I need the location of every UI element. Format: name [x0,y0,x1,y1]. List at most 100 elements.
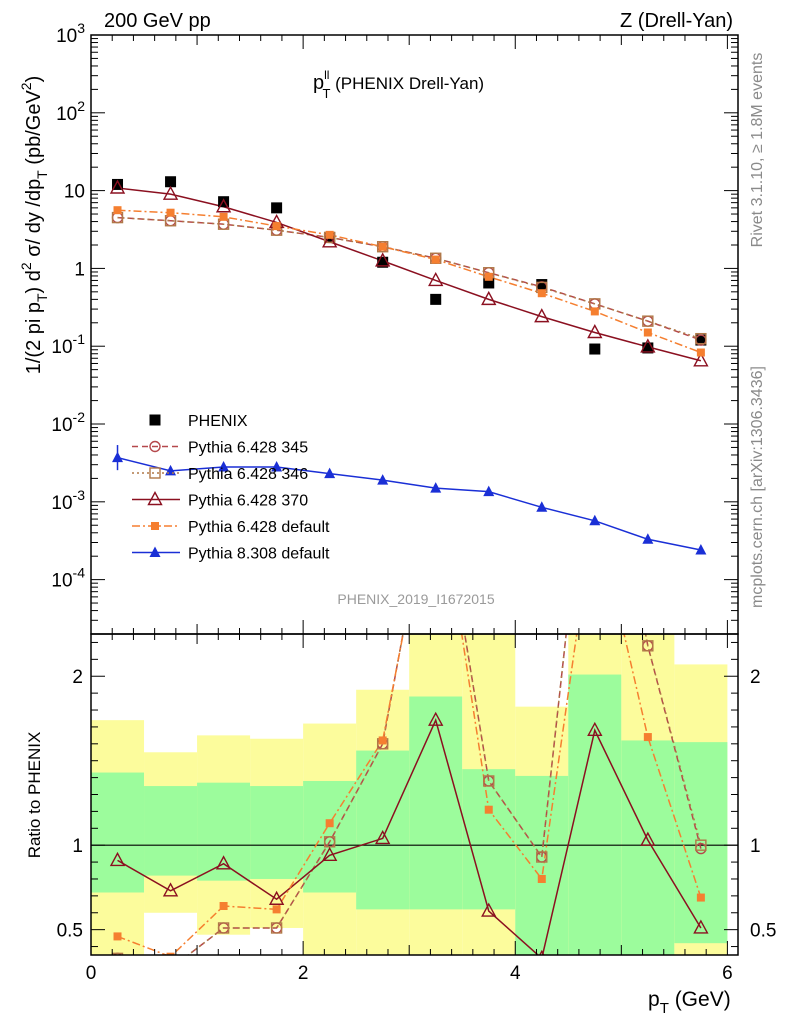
legend-item-p8: Pythia 8.308 default [132,546,330,563]
top-ytick-label: 10-2 [51,409,85,436]
ratio-series-lines [117,634,702,955]
ratio-xlabel: pT (GeV) [648,988,731,1017]
legend-marker-phenix [149,414,161,426]
band-green-7 [462,769,516,910]
top-ytick-label: 10-4 [51,565,85,592]
point-phenix-0 [112,178,124,190]
ratio-point-p346-2 [217,922,230,934]
ratio-ytick-label-left: 1 [72,836,83,857]
ratio-ytick-label-left: 2 [72,667,83,688]
legend-item-phenix: PHENIX [149,413,248,430]
point-phenix-6 [430,293,442,305]
point-p370-0 [109,179,126,194]
point-phenix-5 [377,256,389,268]
ratio-line-pdef [117,634,702,955]
point-pdef-11 [696,348,705,357]
ratio-point-p346-3 [270,922,283,934]
point-p8-3 [271,461,283,472]
ratio-ytick-label-right: 2 [750,667,761,688]
point-phenix-3 [271,202,283,214]
side-rivet: Rivet 3.1.10, ≥ 1.8M events [749,53,766,248]
point-p370-5 [375,252,391,267]
ratio-point-p345-6 [431,452,441,462]
ratio-point-p370-11 [693,919,709,934]
point-p8-5 [377,474,389,485]
ratio-point-p370-6 [428,711,444,726]
ratio-point-p346-10 [642,640,654,652]
point-p8-8 [536,501,548,512]
ratio-point-p346-0 [111,952,124,955]
band-green-8 [515,775,569,955]
ratio-xtick-label: 2 [298,963,309,984]
legend-label-p345: Pythia 6.428 345 [188,440,308,457]
point-pdef-10 [643,328,652,337]
point-pdef-5 [378,242,387,251]
band-green-9 [568,674,622,955]
legend-marker-p346 [149,467,161,479]
plot-title: pll T (PHENIX Drell-Yan) [313,68,484,101]
ratio-point-p346-4 [323,836,336,848]
band-green-0 [91,772,145,893]
top-ytick-label: 10-3 [51,487,85,514]
point-p8-7 [483,485,495,497]
ratio-point-pdef-11 [696,893,705,902]
line-p345 [117,216,702,341]
ratio-point-p370-7 [481,902,497,917]
legend-label-p370: Pythia 6.428 370 [188,493,308,510]
ratio-point-pdef-8 [537,874,546,883]
ratio-point-p345-1 [166,964,176,974]
point-pdef-8 [537,289,546,298]
line-p8 [117,456,702,551]
ratio-point-p346-8 [536,851,548,863]
point-p370-11 [693,352,709,367]
ratio-point-p370-1 [162,882,179,897]
point-p8-4 [324,467,336,479]
top-ylabel: 1/(2 pi pT) d2 σ/ dy /dpT (pb/GeV2) [18,76,50,375]
point-phenix-1 [165,176,177,188]
ratio-point-pdef-6 [432,461,440,469]
band-green-1 [144,786,198,876]
point-pdef-7 [484,272,493,281]
point-pdef-1 [166,208,175,217]
legend-marker-p8 [149,546,161,557]
point-p370-2 [215,198,232,213]
ratio-xtick-label: 4 [510,963,521,984]
point-phenix-9 [589,343,601,355]
ratio-point-p345-9 [590,367,600,377]
line-p346 [117,216,702,340]
ratio-series-markers [109,367,709,974]
legend-label-p346: Pythia 6.428 346 [188,466,308,483]
ratio-point-p346-6 [431,452,441,462]
point-p370-10 [640,338,656,353]
top-ytick-label: 102 [56,98,85,125]
point-p8-6 [430,482,442,493]
point-pdef-3 [272,222,281,231]
band-green-2 [197,782,251,881]
point-pdef-6 [431,255,440,264]
point-p346-11 [695,332,707,345]
header-right: Z (Drell-Yan) [620,10,733,32]
ratio-xtick-label: 6 [722,963,733,984]
point-p370-1 [162,185,179,200]
band-green-3 [250,786,304,879]
line-pdef [117,209,702,354]
ratio-point-pdef-2 [219,902,228,911]
ratio-point-pdef-7 [484,805,493,814]
ratio-point-p346-1 [166,964,176,974]
ratio-point-pdef-9 [591,503,599,511]
ratio-ylabel: Ratio to PHENIX [25,732,44,859]
top-series-markers [109,176,709,555]
ratio-point-pdef-5 [378,736,387,745]
ratio-point-p370-4 [321,846,338,862]
legend-marker-p345 [149,440,161,453]
ratio-point-p370-0 [109,851,126,867]
ratio-ytick-label-right: 0.5 [750,921,776,942]
point-pdef-4 [325,230,334,239]
analysis-id: PHENIX_2019_I1672015 [337,591,494,607]
point-pdef-0 [113,206,122,215]
point-p370-6 [428,271,444,287]
point-phenix-11 [695,334,707,346]
side-mcplots: mcplots.cern.ch [arXiv:1306.3436] [749,366,766,608]
legend-item-p370: Pythia 6.428 370 [132,491,308,510]
